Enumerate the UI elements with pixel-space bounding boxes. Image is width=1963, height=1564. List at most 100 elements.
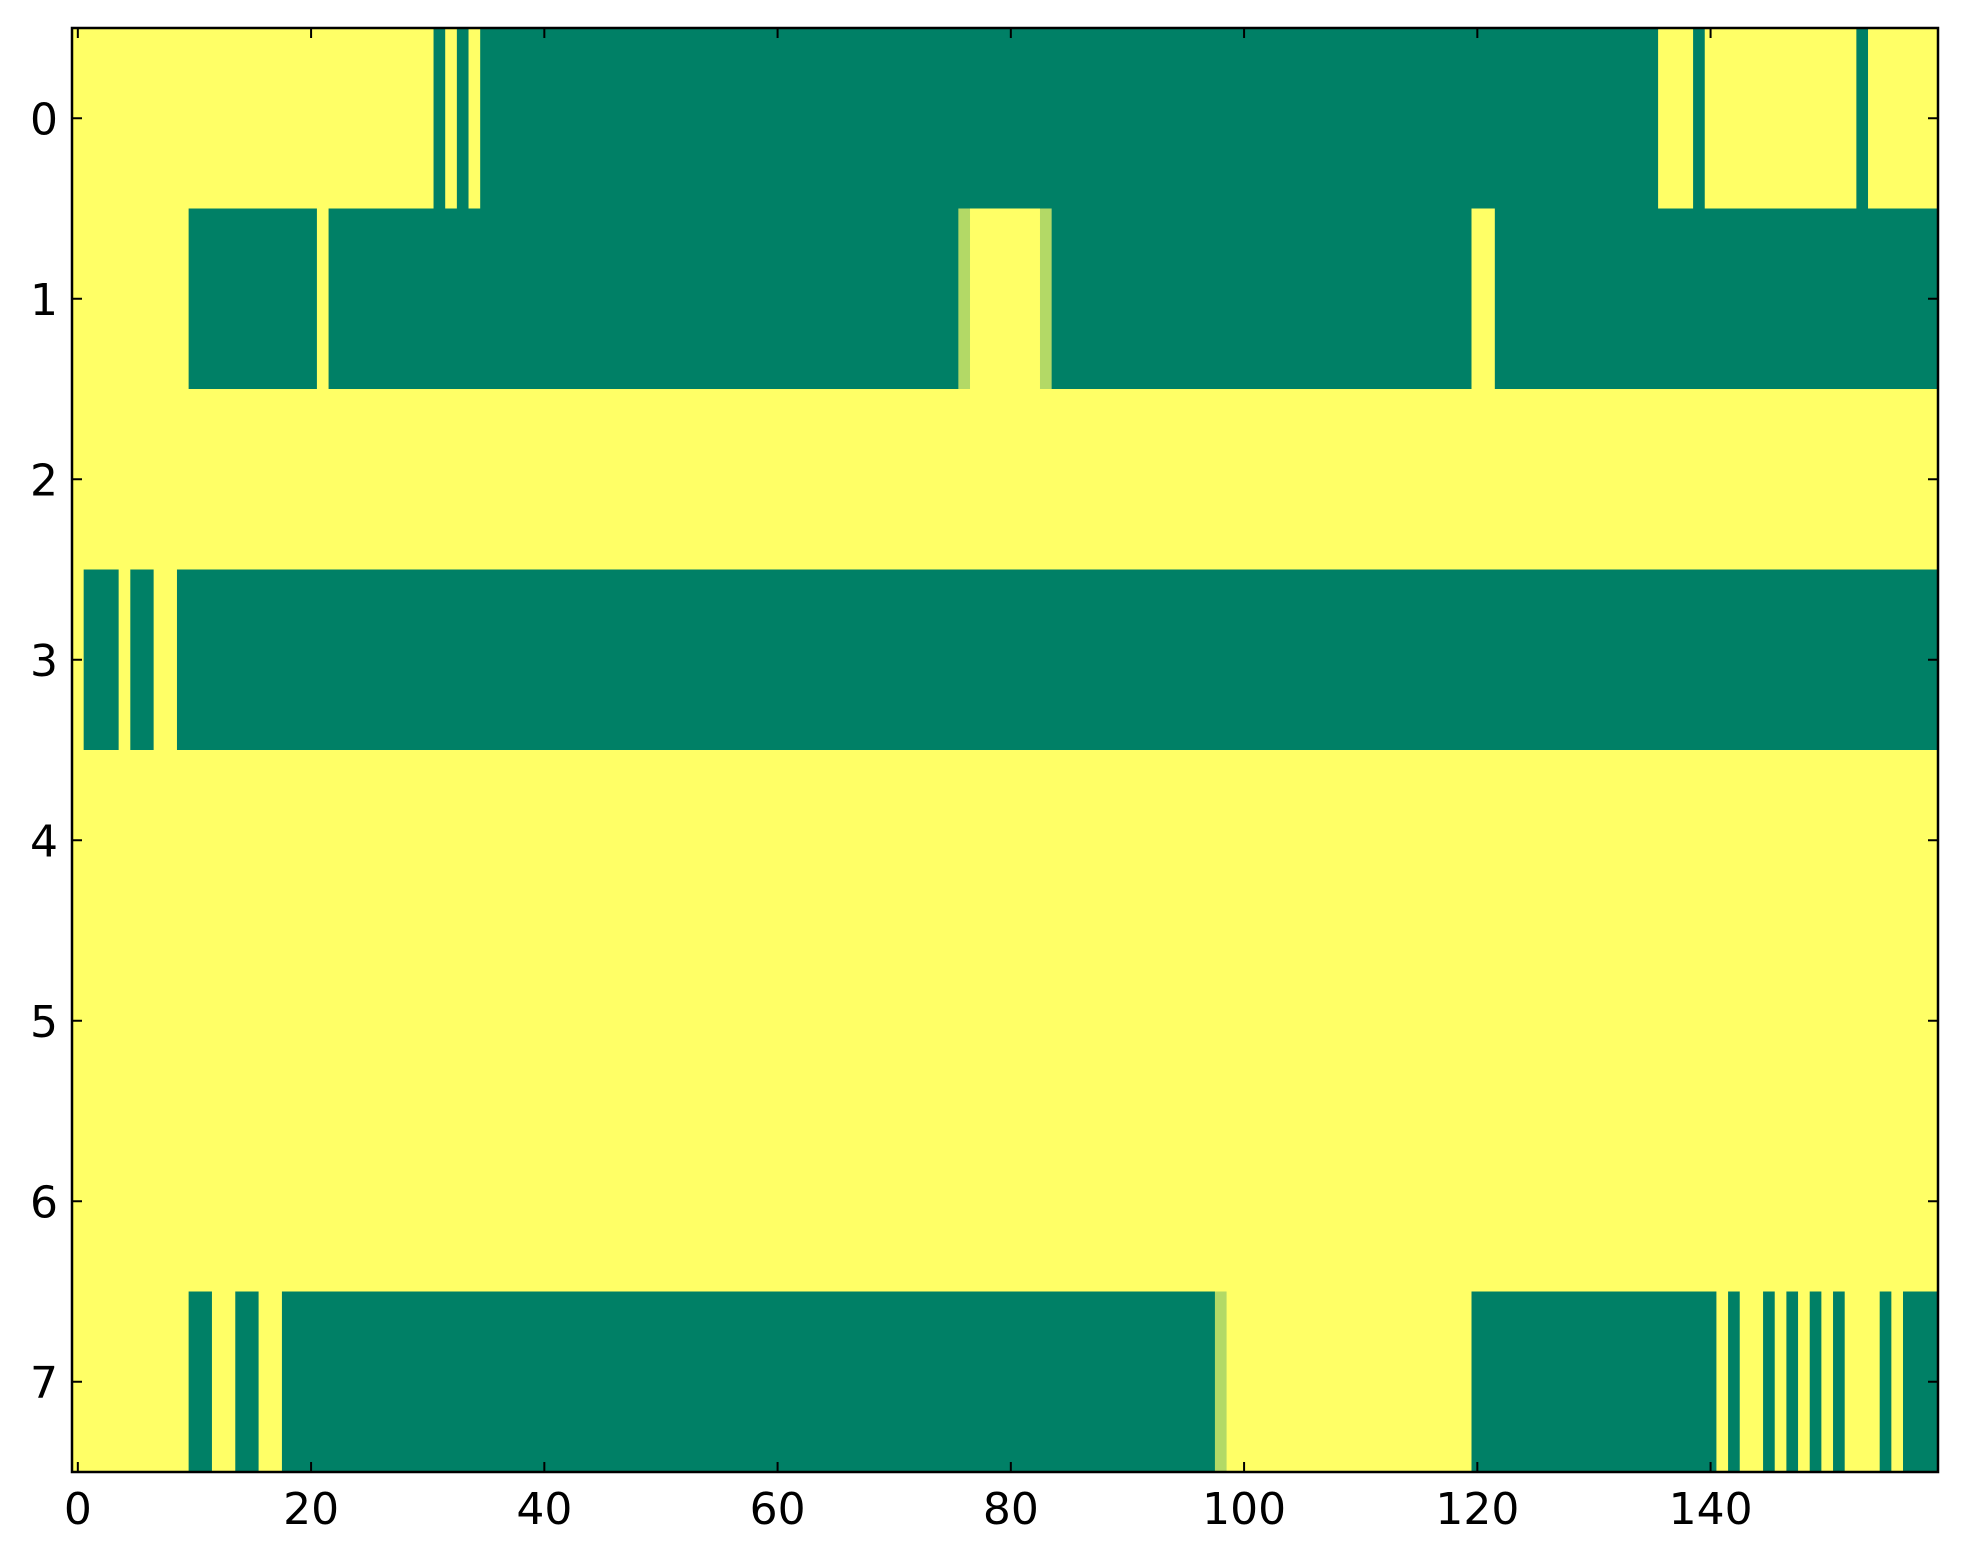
heatmap-cell bbox=[1646, 208, 1659, 390]
heatmap-cell bbox=[981, 1111, 994, 1293]
heatmap-cell bbox=[1541, 389, 1554, 571]
heatmap-cell bbox=[1051, 28, 1064, 210]
heatmap-cell bbox=[1168, 389, 1181, 571]
heatmap-cell bbox=[701, 750, 715, 932]
heatmap-cell bbox=[1179, 28, 1193, 210]
heatmap-cell bbox=[1296, 1111, 1309, 1293]
heatmap-cell bbox=[1739, 569, 1752, 751]
heatmap-cell bbox=[1728, 28, 1741, 210]
heatmap-cell bbox=[1704, 930, 1718, 1112]
heatmap-cell bbox=[1634, 208, 1648, 390]
heatmap-cell bbox=[118, 28, 131, 210]
heatmap-cell bbox=[1494, 750, 1508, 932]
heatmap-cell bbox=[1634, 750, 1648, 932]
heatmap-cell bbox=[841, 1111, 854, 1293]
heatmap-cell bbox=[386, 208, 400, 390]
heatmap-cell bbox=[1331, 208, 1344, 390]
heatmap-cell bbox=[316, 1291, 330, 1473]
heatmap-cell bbox=[876, 1291, 889, 1473]
heatmap-cell bbox=[1763, 28, 1776, 210]
heatmap-cell bbox=[923, 750, 936, 932]
heatmap-cell bbox=[1494, 1291, 1508, 1473]
heatmap-cell bbox=[1448, 569, 1461, 751]
heatmap-cell bbox=[1296, 750, 1309, 932]
heatmap-cell bbox=[1494, 28, 1508, 210]
heatmap-cell bbox=[1868, 28, 1881, 210]
heatmap-cell bbox=[620, 28, 633, 210]
heatmap-cell bbox=[1856, 208, 1869, 390]
heatmap-cell bbox=[1413, 1291, 1426, 1473]
heatmap-cell bbox=[1016, 1111, 1029, 1293]
heatmap-cell bbox=[281, 750, 295, 932]
heatmap-cell bbox=[1529, 208, 1543, 390]
heatmap-cell bbox=[1669, 389, 1683, 571]
heatmap-cell bbox=[1798, 208, 1811, 390]
heatmap-cell bbox=[468, 1291, 481, 1473]
heatmap-cell bbox=[1903, 750, 1916, 932]
heatmap-cell bbox=[1121, 208, 1134, 390]
heatmap-cell bbox=[1448, 389, 1461, 571]
heatmap-cell bbox=[608, 1111, 621, 1293]
heatmap-cell bbox=[1821, 569, 1834, 751]
heatmap-cell bbox=[1366, 1111, 1379, 1293]
heatmap-cell bbox=[1436, 28, 1449, 210]
heatmap-cell bbox=[596, 930, 610, 1112]
heatmap-cell bbox=[328, 750, 341, 932]
heatmap-cell bbox=[585, 389, 598, 571]
heatmap-cell bbox=[1681, 569, 1694, 751]
heatmap-cell bbox=[1354, 389, 1368, 571]
heatmap-cell bbox=[1576, 208, 1589, 390]
heatmap-cell bbox=[806, 1291, 819, 1473]
heatmap-cell bbox=[713, 569, 726, 751]
heatmap-cell bbox=[643, 28, 656, 210]
heatmap-cell bbox=[760, 750, 773, 932]
heatmap-cell bbox=[1798, 28, 1811, 210]
heatmap-cell bbox=[1553, 28, 1566, 210]
heatmap-cell bbox=[1588, 750, 1601, 932]
heatmap-cell bbox=[853, 389, 866, 571]
heatmap-cell bbox=[433, 389, 446, 571]
heatmap-cell bbox=[1098, 1291, 1111, 1473]
heatmap-cell bbox=[1506, 28, 1519, 210]
heatmap-cell bbox=[165, 750, 178, 932]
heatmap-cell bbox=[340, 208, 353, 390]
heatmap-cell bbox=[690, 389, 703, 571]
heatmap-cell bbox=[165, 28, 178, 210]
heatmap-cell bbox=[620, 1291, 633, 1473]
heatmap-cell bbox=[1669, 208, 1683, 390]
heatmap-cell bbox=[1868, 750, 1881, 932]
heatmap-cell bbox=[351, 28, 365, 210]
heatmap-cell bbox=[935, 750, 948, 932]
heatmap-cell bbox=[1903, 569, 1916, 751]
heatmap-cell bbox=[1471, 750, 1484, 932]
heatmap-cell bbox=[1751, 750, 1764, 932]
heatmap-cell bbox=[1693, 208, 1706, 390]
heatmap-cell bbox=[1039, 208, 1053, 390]
heatmap-cell bbox=[923, 930, 936, 1112]
heatmap-cell bbox=[911, 1291, 924, 1473]
heatmap-cell bbox=[1553, 750, 1566, 932]
heatmap-cell bbox=[328, 389, 341, 571]
heatmap-cell bbox=[1786, 930, 1799, 1112]
heatmap-cell bbox=[841, 1291, 854, 1473]
heatmap-cell bbox=[830, 389, 843, 571]
heatmap-cell bbox=[1436, 1291, 1449, 1473]
heatmap-cell bbox=[1214, 1291, 1228, 1473]
heatmap-cell bbox=[946, 1291, 959, 1473]
heatmap-cell bbox=[1051, 389, 1064, 571]
heatmap-cell bbox=[1821, 389, 1834, 571]
heatmap-cell bbox=[1191, 930, 1204, 1112]
heatmap-cell bbox=[701, 389, 715, 571]
heatmap-cell bbox=[1156, 208, 1169, 390]
heatmap-cell bbox=[1144, 1291, 1158, 1473]
heatmap-cell bbox=[165, 569, 178, 751]
x-tick-label: 140 bbox=[1669, 1484, 1753, 1535]
heatmap-cell bbox=[1728, 208, 1741, 390]
heatmap-cell bbox=[1541, 750, 1554, 932]
heatmap-cell bbox=[1331, 569, 1344, 751]
heatmap-cell bbox=[200, 750, 213, 932]
heatmap-cell bbox=[1809, 569, 1822, 751]
heatmap-cell bbox=[1518, 208, 1531, 390]
heatmap-cell bbox=[1086, 1291, 1099, 1473]
heatmap-cell bbox=[561, 28, 575, 210]
